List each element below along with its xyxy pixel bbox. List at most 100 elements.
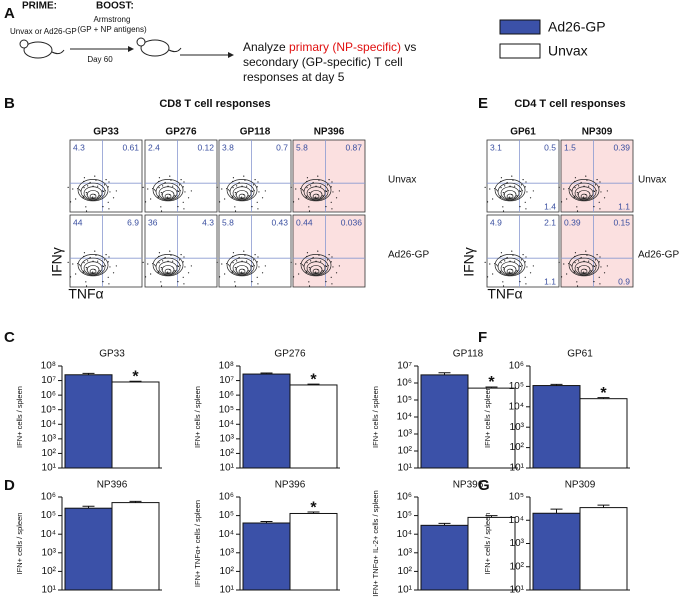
event-dot xyxy=(519,265,522,268)
event-dot xyxy=(147,263,149,265)
event-dot xyxy=(169,194,171,196)
event-dot xyxy=(598,276,600,278)
bar xyxy=(111,502,160,591)
event-dot xyxy=(82,272,84,274)
event-dot xyxy=(94,194,96,196)
contour xyxy=(571,257,597,276)
event-dot xyxy=(97,197,99,199)
event-dot xyxy=(75,273,77,275)
event-dot xyxy=(253,189,255,192)
significance-mark: * xyxy=(488,374,495,391)
event-dot xyxy=(603,197,606,199)
quadrant-value: 0.39 xyxy=(613,142,630,152)
event-dot xyxy=(87,185,89,187)
y-tick-label: 10³ xyxy=(510,538,525,549)
y-tick-label: 10⁷ xyxy=(219,375,234,386)
event-dot xyxy=(69,201,72,203)
event-dot xyxy=(576,267,578,269)
event-dot xyxy=(162,185,164,187)
event-dot xyxy=(322,195,324,197)
bar xyxy=(532,385,581,469)
event-dot xyxy=(514,260,516,262)
event-dot xyxy=(182,261,184,263)
flow-plot xyxy=(69,139,143,213)
event-dot xyxy=(509,271,511,273)
column-header: GP276 xyxy=(165,127,197,138)
event-dot xyxy=(158,270,160,272)
y-tick-label: 10¹ xyxy=(220,585,235,596)
event-dot xyxy=(241,260,243,262)
event-dot xyxy=(301,264,304,266)
event-dot xyxy=(77,187,79,190)
contour xyxy=(312,268,320,274)
event-dot xyxy=(167,196,169,198)
event-dot xyxy=(264,265,266,267)
y-axis-label: IFN+ cells / spleen xyxy=(371,386,380,448)
event-dot xyxy=(502,192,504,194)
event-dot xyxy=(257,256,259,258)
event-dot xyxy=(78,264,81,266)
y-tick-label: 10² xyxy=(398,446,413,457)
event-dot xyxy=(330,201,332,203)
event-dot xyxy=(306,187,308,189)
event-dot xyxy=(107,276,109,278)
event-dot xyxy=(256,186,258,188)
event-dot xyxy=(606,190,608,192)
contour xyxy=(497,182,523,201)
quadrant-value: 6.9 xyxy=(127,217,139,227)
event-dot xyxy=(328,179,330,181)
quadrant-value: 2.1 xyxy=(544,217,556,227)
analyze-post: vs xyxy=(401,40,416,54)
event-dot xyxy=(317,269,319,271)
event-dot xyxy=(108,181,110,183)
event-dot xyxy=(161,269,163,271)
event-dot xyxy=(243,250,245,252)
event-dot xyxy=(234,210,237,212)
event-dot xyxy=(94,269,96,271)
event-dot xyxy=(238,181,240,184)
event-dot xyxy=(109,191,111,193)
event-dot xyxy=(102,206,104,208)
event-dot xyxy=(152,262,154,265)
contour xyxy=(77,179,109,202)
event-dot xyxy=(512,254,514,256)
event-dot xyxy=(251,265,254,268)
event-dot xyxy=(92,185,94,187)
y-tick-label: 10⁵ xyxy=(509,492,524,503)
event-dot xyxy=(330,276,332,278)
event-dot xyxy=(102,281,104,283)
event-dot xyxy=(308,285,311,287)
y-tick-label: 10⁵ xyxy=(509,381,524,392)
event-dot xyxy=(244,254,246,256)
event-dot xyxy=(160,285,163,287)
legend-swatch xyxy=(499,43,541,59)
quadrant-value: 44 xyxy=(73,217,83,227)
event-dot xyxy=(190,265,192,267)
y-tick-label: 10⁶ xyxy=(41,390,56,401)
flow-plot xyxy=(144,214,218,288)
event-dot xyxy=(569,189,572,191)
error-bar xyxy=(438,522,451,526)
event-dot xyxy=(599,181,601,183)
event-dot xyxy=(586,179,588,181)
event-dot xyxy=(232,195,234,197)
y-tick-label: 10² xyxy=(220,566,235,577)
flow-plot xyxy=(218,214,292,288)
flow-plot xyxy=(144,139,218,213)
significance-mark: * xyxy=(132,368,139,385)
chart-title: NP309 xyxy=(565,480,596,491)
event-dot xyxy=(180,179,182,181)
y-tick-label: 10⁴ xyxy=(397,529,412,540)
event-dot xyxy=(318,179,320,181)
event-dot xyxy=(331,208,333,210)
event-dot xyxy=(216,186,218,188)
event-dot xyxy=(309,269,311,271)
event-dot xyxy=(251,281,253,283)
chart-title: GP276 xyxy=(274,349,306,360)
event-dot xyxy=(218,276,221,278)
event-dot xyxy=(484,186,486,188)
arrow-head xyxy=(128,46,134,52)
event-dot xyxy=(183,181,185,183)
event-dot xyxy=(95,254,97,256)
event-dot xyxy=(227,189,230,191)
